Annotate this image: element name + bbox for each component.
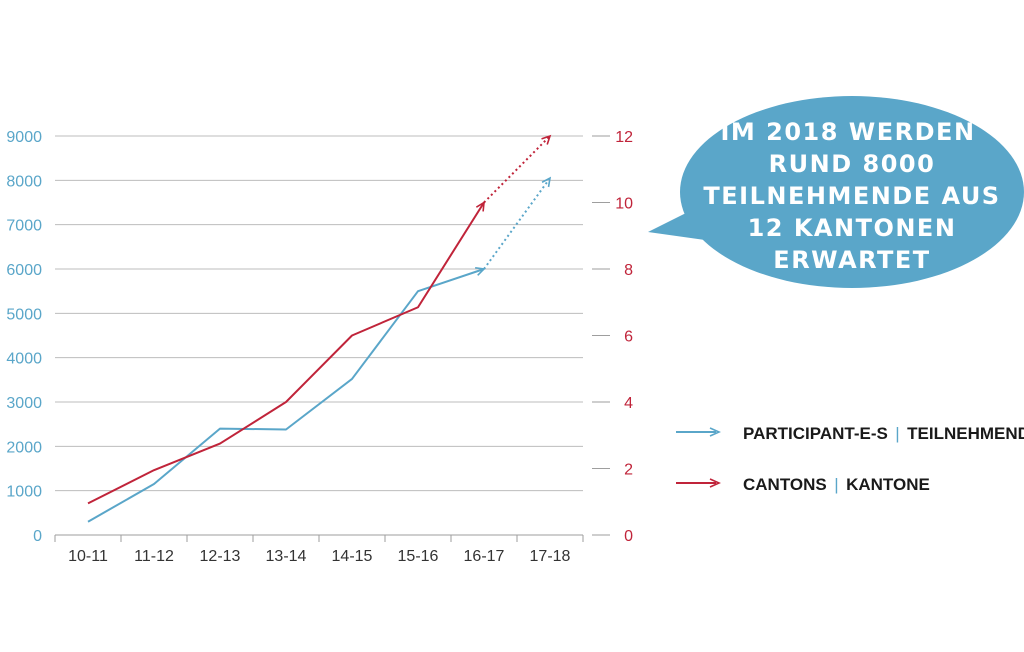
left-axis: 0 1000 2000 3000 4000 5000 6000 7000 8000 9000 <box>6 129 42 545</box>
y-left-tick-label: 6000 <box>6 262 42 279</box>
x-tick-label: 12-13 <box>200 548 241 565</box>
legend-label-participants: PARTICIPANT-E-S | TEILNEHMENDE <box>743 424 1024 443</box>
y-left-tick-label: 3000 <box>6 395 42 412</box>
y-right-tick-label: 2 <box>624 462 633 479</box>
legend-label-cantons: CANTONS | KANTONE <box>743 475 930 494</box>
legend-text-participants-de: TEILNEHMENDE <box>907 424 1024 443</box>
legend-arrow-cantons <box>709 478 721 488</box>
grid-lines <box>55 135 583 536</box>
legend-sep-cantons: | <box>834 475 838 494</box>
y-left-tick-label: 7000 <box>6 218 42 235</box>
series-projection-participants <box>483 177 551 270</box>
y-left-tick-label: 4000 <box>6 351 42 368</box>
y-left-tick-label: 8000 <box>6 173 42 190</box>
y-left-tick-label: 1000 <box>6 484 42 501</box>
arrowhead-cantons <box>475 200 485 212</box>
arrowhead-projection-participants <box>541 176 552 188</box>
y-left-tick-label: 2000 <box>6 439 42 456</box>
x-tick-label: 16-17 <box>464 548 505 565</box>
y-right-tick-label: 8 <box>624 262 633 279</box>
legend-item-cantons: CANTONS | KANTONE <box>676 475 930 494</box>
x-tick-label: 17-18 <box>530 548 571 565</box>
legend-arrow-participants <box>709 427 721 437</box>
y-right-tick-label: 4 <box>624 395 633 412</box>
callout-line-5: ERWARTET <box>773 246 930 274</box>
callout-line-3: TEILNEHMENDE AUS <box>703 182 1000 210</box>
x-tick-label: 14-15 <box>332 548 373 565</box>
series-lines <box>87 134 552 523</box>
arrowhead-projection-cantons <box>541 134 552 145</box>
y-left-tick-label: 9000 <box>6 129 42 146</box>
y-right-tick-label: 12 <box>615 129 633 146</box>
series-line-participants <box>87 268 485 523</box>
callout-line-2: RUND 8000 <box>769 150 936 178</box>
arrowhead-participants <box>475 266 486 276</box>
callout-line-4: 12 KANTONEN <box>748 214 957 242</box>
x-tick-label: 10-11 <box>68 548 108 565</box>
x-tick-label: 11-12 <box>134 548 174 565</box>
legend-text-cantons-de: KANTONE <box>846 475 930 494</box>
legend-text-participants-fr: PARTICIPANT-E-S <box>743 424 888 443</box>
callout-line-1: IM 2018 WERDEN <box>720 118 975 146</box>
legend-item-participants: PARTICIPANT-E-S | TEILNEHMENDE <box>676 424 1024 443</box>
x-tick-label: 13-14 <box>266 548 307 565</box>
legend: PARTICIPANT-E-S | TEILNEHMENDE CANTONS |… <box>676 424 1024 494</box>
legend-text-cantons-fr: CANTONS <box>743 475 827 494</box>
callout-bubble: IM 2018 WERDEN RUND 8000 TEILNEHMENDE AU… <box>648 96 1024 288</box>
callout-ellipse <box>680 96 1024 288</box>
series-projection-cantons <box>483 135 551 204</box>
y-right-tick-label: 10 <box>615 196 633 213</box>
y-left-tick-label: 5000 <box>6 306 42 323</box>
y-left-tick-label: 0 <box>33 528 42 545</box>
x-tick-label: 15-16 <box>398 548 439 565</box>
y-right-tick-label: 6 <box>624 329 633 346</box>
y-right-tick-label: 0 <box>624 528 633 545</box>
legend-sep-participants: | <box>895 424 899 443</box>
series-line-cantons <box>87 201 485 505</box>
x-axis: 10-11 11-12 12-13 13-14 14-15 15-16 16-17 17-18 <box>54 535 584 565</box>
right-axis: 0 2 4 6 8 10 12 <box>592 129 633 545</box>
